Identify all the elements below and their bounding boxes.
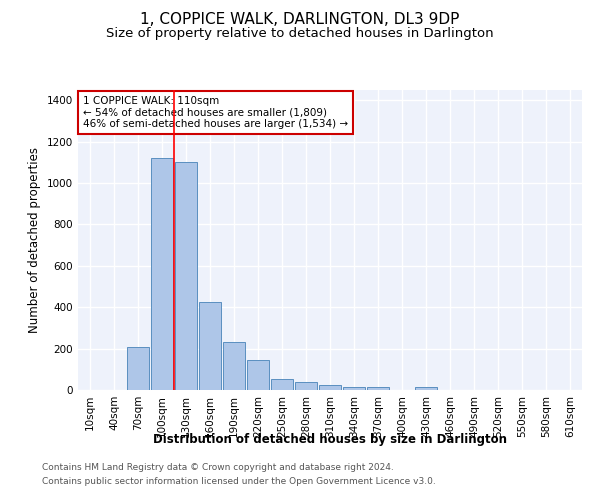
Text: Contains public sector information licensed under the Open Government Licence v3: Contains public sector information licen… xyxy=(42,477,436,486)
Y-axis label: Number of detached properties: Number of detached properties xyxy=(28,147,41,333)
Bar xyxy=(295,382,317,390)
Bar xyxy=(415,387,437,390)
Bar xyxy=(151,158,173,390)
Text: 1 COPPICE WALK: 110sqm
← 54% of detached houses are smaller (1,809)
46% of semi-: 1 COPPICE WALK: 110sqm ← 54% of detached… xyxy=(83,96,348,129)
Text: Contains HM Land Registry data © Crown copyright and database right 2024.: Contains HM Land Registry data © Crown c… xyxy=(42,464,394,472)
Bar xyxy=(223,342,245,390)
Bar xyxy=(271,378,293,390)
Bar xyxy=(247,360,269,390)
Bar xyxy=(367,387,389,390)
Bar xyxy=(127,346,149,390)
Bar xyxy=(343,387,365,390)
Bar xyxy=(199,302,221,390)
Bar xyxy=(319,385,341,390)
Text: Size of property relative to detached houses in Darlington: Size of property relative to detached ho… xyxy=(106,28,494,40)
Bar xyxy=(175,162,197,390)
Text: 1, COPPICE WALK, DARLINGTON, DL3 9DP: 1, COPPICE WALK, DARLINGTON, DL3 9DP xyxy=(140,12,460,28)
Text: Distribution of detached houses by size in Darlington: Distribution of detached houses by size … xyxy=(153,432,507,446)
